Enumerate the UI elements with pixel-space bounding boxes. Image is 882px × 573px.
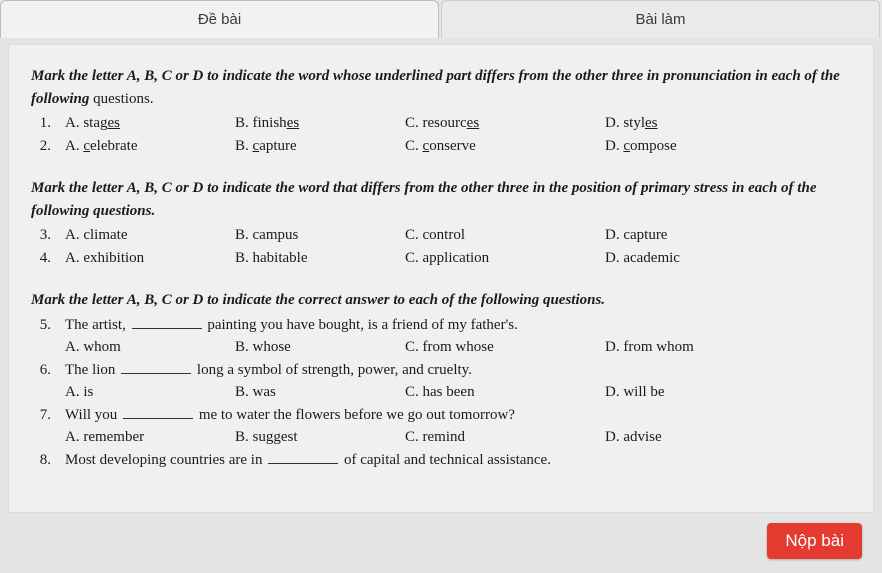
option[interactable]: D. will be [605, 381, 775, 404]
option[interactable]: B. was [235, 381, 405, 404]
question-number: 2. [31, 135, 51, 158]
question-number: 5. [31, 314, 51, 337]
option[interactable]: A. whom [65, 336, 235, 359]
underlined-part: c [623, 138, 630, 154]
option[interactable]: B. whose [235, 336, 405, 359]
underlined-part: c [253, 138, 260, 154]
options-row: A. isB. wasC. has beenD. will be [31, 381, 851, 404]
question-number: 4. [31, 247, 51, 270]
content-wrap: Mark the letter A, B, C or D to indicate… [0, 38, 882, 573]
option[interactable]: C. has been [405, 381, 605, 404]
options-grid: A. whomB. whoseC. from whoseD. from whom [65, 336, 851, 359]
question-number: 6. [31, 359, 51, 382]
options-row: A. whomB. whoseC. from whoseD. from whom [31, 336, 851, 359]
blank [121, 373, 191, 374]
option[interactable]: A. is [65, 381, 235, 404]
option[interactable]: A. stages [65, 112, 235, 135]
options-row: A. rememberB. suggestC. remindD. advise [31, 426, 851, 449]
option[interactable]: C. resources [405, 112, 605, 135]
option[interactable]: B. habitable [235, 247, 405, 270]
option[interactable]: D. advise [605, 426, 775, 449]
tab-bar: Đề bài Bài làm [0, 0, 882, 38]
option[interactable]: D. compose [605, 135, 775, 158]
option[interactable]: D. from whom [605, 336, 775, 359]
underlined-part: es [467, 115, 480, 131]
question-row: 7. Will you me to water the flowers befor… [31, 404, 851, 427]
section-instruction: Mark the letter A, B, C or D to indicate… [31, 65, 851, 110]
question-row: 6. The lion long a symbol of strength, po… [31, 359, 851, 382]
option[interactable]: B. campus [235, 224, 405, 247]
options-grid: A. rememberB. suggestC. remindD. advise [65, 426, 851, 449]
options-grid: A. climateB. campusC. controlD. capture [65, 224, 851, 247]
option[interactable]: B. finishes [235, 112, 405, 135]
option[interactable]: B. suggest [235, 426, 405, 449]
question-row: 4. A. exhibitionB. habitableC. applicatio… [31, 247, 851, 270]
question-row: 5. The artist, painting you have bought, … [31, 314, 851, 337]
section-instruction: Mark the letter A, B, C or D to indicate… [31, 289, 851, 312]
question-stem: Most developing countries are in of capi… [65, 449, 551, 472]
option[interactable]: B. capture [235, 135, 405, 158]
option[interactable]: D. styles [605, 112, 775, 135]
question-number: 7. [31, 404, 51, 427]
underlined-part: c [423, 138, 430, 154]
option[interactable]: D. academic [605, 247, 775, 270]
blank [268, 463, 338, 464]
question-number: 8. [31, 449, 51, 472]
option[interactable]: C. from whose [405, 336, 605, 359]
question-row: 2. A. celebrateB. captureC. conserveD. co… [31, 135, 851, 158]
question-row: 1. A. stagesB. finishesC. resourcesD. sty… [31, 112, 851, 135]
question-row: 3. A. climateB. campusC. controlD. captur… [31, 224, 851, 247]
option[interactable]: A. exhibition [65, 247, 235, 270]
underlined-part: es [287, 115, 300, 131]
question-number: 3. [31, 224, 51, 247]
submit-button[interactable]: Nộp bài [767, 523, 862, 559]
option[interactable]: C. remind [405, 426, 605, 449]
options-grid: A. stagesB. finishesC. resourcesD. style… [65, 112, 851, 135]
tab-bai-lam[interactable]: Bài làm [441, 0, 880, 38]
option[interactable]: A. climate [65, 224, 235, 247]
underlined-part: es [645, 115, 658, 131]
option[interactable]: A. remember [65, 426, 235, 449]
option[interactable]: C. control [405, 224, 605, 247]
blank [123, 418, 193, 419]
option[interactable]: C. application [405, 247, 605, 270]
options-grid: A. isB. wasC. has beenD. will be [65, 381, 851, 404]
options-grid: A. celebrateB. captureC. conserveD. comp… [65, 135, 851, 158]
question-row: 8. Most developing countries are in of ca… [31, 449, 851, 472]
option[interactable]: C. conserve [405, 135, 605, 158]
underlined-part: c [83, 138, 90, 154]
section-instruction: Mark the letter A, B, C or D to indicate… [31, 177, 851, 222]
question-stem: Will you me to water the flowers before … [65, 404, 515, 427]
question-number: 1. [31, 112, 51, 135]
question-sheet: Mark the letter A, B, C or D to indicate… [8, 44, 874, 513]
question-stem: The artist, painting you have bought, is… [65, 314, 518, 337]
question-stem: The lion long a symbol of strength, powe… [65, 359, 472, 382]
tab-de-bai[interactable]: Đề bài [0, 0, 439, 38]
option[interactable]: D. capture [605, 224, 775, 247]
underlined-part: es [108, 115, 121, 131]
blank [132, 328, 202, 329]
options-grid: A. exhibitionB. habitableC. applicationD… [65, 247, 851, 270]
option[interactable]: A. celebrate [65, 135, 235, 158]
